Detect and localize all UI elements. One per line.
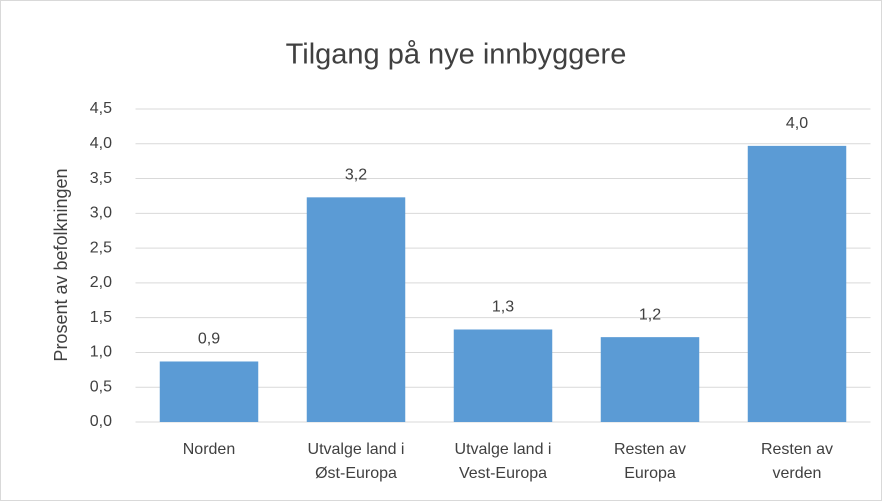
y-tick-label: 4,0 (90, 135, 112, 152)
x-tick-label-line: Norden (183, 441, 235, 458)
x-tick-label-line: Europa (624, 465, 676, 482)
x-tick-label-line: verden (773, 465, 822, 482)
x-tick-label-line: Utvalge land i (308, 441, 405, 458)
bar (453, 329, 553, 422)
data-label: 1,3 (492, 299, 514, 316)
data-label: 1,2 (639, 306, 661, 323)
x-tick-label-line: Resten av (761, 441, 833, 458)
x-tick-label: Norden (183, 441, 235, 458)
x-tick-label: Resten av verden (761, 441, 833, 482)
x-tick-label-line: Øst-Europa (315, 465, 397, 482)
y-tick-label: 3,5 (90, 170, 112, 187)
bar (747, 145, 847, 422)
bar (600, 337, 700, 422)
chart-title: Tilgang på nye innbyggere (286, 39, 627, 71)
y-tick-label: 2,0 (90, 274, 112, 291)
x-tick-label: Utvalge land i Øst-Europa (308, 441, 405, 482)
x-tick-label-line: Utvalge land i (455, 441, 552, 458)
data-label: 3,2 (345, 167, 367, 184)
bar (159, 361, 259, 422)
y-tick-label: 1,5 (90, 309, 112, 326)
bar (306, 197, 406, 422)
data-label: 4,0 (786, 115, 808, 132)
x-tick-label-line: Vest-Europa (459, 465, 547, 482)
y-tick-label: 0,0 (90, 413, 112, 430)
x-tick-label: Utvalge land i Vest-Europa (455, 441, 552, 482)
x-tick-label-line: Resten av (614, 441, 686, 458)
y-tick-label: 2,5 (90, 239, 112, 256)
y-tick-label: 3,0 (90, 205, 112, 222)
x-tick-label: Resten av Europa (614, 441, 686, 482)
y-axis-label: Prosent av befolkningen (51, 168, 71, 361)
y-tick-label: 1,0 (90, 344, 112, 361)
y-tick-label: 4,5 (90, 100, 112, 117)
data-label: 0,9 (198, 331, 220, 348)
y-tick-label: 0,5 (90, 378, 112, 395)
